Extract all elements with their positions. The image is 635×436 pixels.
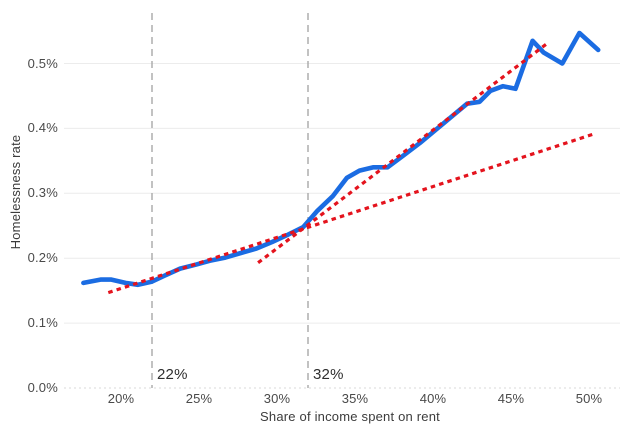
- y-tick-label-0.5: 0.5%: [27, 56, 58, 71]
- x-tick-label-25: 25%: [185, 391, 213, 406]
- y-tick-label-0.0: 0.0%: [27, 380, 58, 395]
- y-tick-label-0.1: 0.1%: [27, 315, 58, 330]
- gridlines: [64, 63, 620, 389]
- x-tick-label-35: 35%: [341, 391, 369, 406]
- x-tick-label-20: 20%: [107, 391, 135, 406]
- trend-line-above-32pct: [257, 41, 550, 264]
- y-tick-label-0.2: 0.2%: [27, 250, 58, 265]
- reference-label-22pct: 22%: [157, 366, 188, 383]
- x-tick-label-50: 50%: [575, 391, 603, 406]
- x-tick-label-40: 40%: [419, 391, 447, 406]
- homelessness-line: [81, 30, 601, 288]
- trend-line-below-32pct: [107, 132, 596, 295]
- y-tick-label-0.3: 0.3%: [27, 185, 58, 200]
- reference-lines: [151, 13, 309, 388]
- reference-label-32pct: 32%: [313, 366, 344, 383]
- y-tick-label-0.4: 0.4%: [27, 120, 58, 135]
- x-tick-label-45: 45%: [497, 391, 525, 406]
- x-tick-label-30: 30%: [263, 391, 291, 406]
- x-axis-title: Share of income spent on rent: [260, 409, 440, 424]
